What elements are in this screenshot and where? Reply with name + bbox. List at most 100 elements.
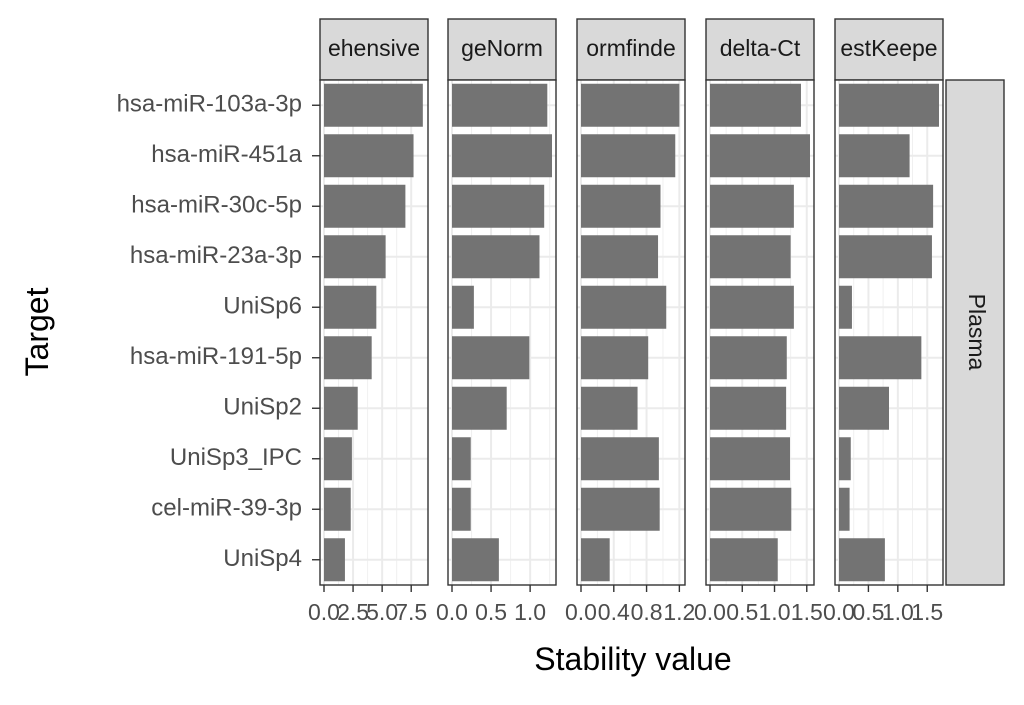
bar: [710, 386, 787, 430]
bar: [710, 437, 790, 481]
bar: [324, 487, 351, 531]
bar: [581, 285, 667, 329]
facet-strip-label: estKeepe: [840, 35, 937, 61]
bar: [324, 184, 406, 228]
y-tick-label: hsa-miR-103a-3p: [117, 91, 302, 118]
bar: [324, 386, 358, 430]
x-tick-label: 0.0: [694, 599, 726, 625]
y-tick-label: cel-miR-39-3p: [151, 495, 302, 522]
y-axis-title: Target: [19, 287, 55, 376]
bar: [581, 184, 661, 228]
y-tick-label: hsa-miR-30c-5p: [131, 192, 302, 219]
bar: [710, 336, 787, 380]
bar: [839, 83, 939, 127]
bar: [581, 336, 649, 380]
x-tick-label: 1.0: [882, 599, 914, 625]
bar: [324, 538, 345, 582]
x-tick-label: 0.0: [308, 599, 340, 625]
x-tick-label: 0.8: [631, 599, 663, 625]
bar: [839, 386, 889, 430]
x-tick-label: 1.0: [759, 599, 791, 625]
panel-border: [705, 79, 815, 586]
bar: [710, 184, 794, 228]
bar: [839, 336, 922, 380]
bar: [581, 235, 659, 279]
facet-panel: geNorm 0.0 0.5 1.0: [436, 18, 557, 625]
facet-panel: estKeepe 0.00.51.01.5: [823, 18, 944, 625]
bar: [324, 134, 414, 178]
x-tick-label: 0.4: [598, 599, 630, 625]
y-tick-label: UniSp4: [223, 545, 302, 572]
facet-panel: ormfinde 0.0 0.4 0.8 1.2: [565, 18, 695, 625]
y-tick-label: UniSp3_IPC: [170, 444, 302, 471]
bar: [710, 285, 794, 329]
bar: [452, 83, 548, 127]
bar: [581, 386, 638, 430]
bar: [324, 437, 352, 481]
facet-strip-label: ormfinde: [586, 35, 675, 61]
bar: [581, 437, 659, 481]
bar: [581, 487, 660, 531]
x-tick-label: 0.5: [475, 599, 507, 625]
bar: [839, 134, 910, 178]
panel-border: [576, 79, 686, 586]
row-strip: Plasma: [945, 79, 1005, 586]
bar: [452, 134, 552, 178]
x-axis-title: Stability value: [534, 641, 731, 677]
x-tick-label: 0.0: [823, 599, 855, 625]
bar: [452, 386, 507, 430]
x-tick-label: 0.5: [852, 599, 884, 625]
bar: [839, 235, 932, 279]
panel-border: [834, 79, 944, 586]
bar: [710, 134, 810, 178]
x-tick-label: 0.5: [726, 599, 758, 625]
bar: [452, 437, 471, 481]
bar: [581, 134, 676, 178]
panel-border: [319, 79, 429, 586]
bar: [452, 184, 545, 228]
facet-strip-label: geNorm: [461, 35, 543, 61]
facet-panel: ehensive 0.02.55.07.5: [308, 18, 429, 625]
y-tick-label: hsa-miR-451a: [151, 141, 302, 168]
bar: [710, 538, 778, 582]
x-tick-label: 7.5: [395, 599, 427, 625]
y-tick-label: UniSp2: [223, 394, 302, 421]
bar: [452, 538, 499, 582]
bar: [581, 83, 680, 127]
bar: [324, 83, 423, 127]
x-tick-label: 1.0: [514, 599, 546, 625]
y-tick-label: hsa-miR-191-5p: [130, 343, 302, 370]
bar: [452, 235, 540, 279]
bar: [324, 285, 377, 329]
bar: [452, 285, 474, 329]
bar: [452, 487, 471, 531]
bar: [710, 487, 792, 531]
row-strip-label: Plasma: [964, 294, 990, 371]
bar: [324, 336, 372, 380]
facet-panel: delta-Ct 0.0 0.5 1.0 1.5: [694, 18, 823, 625]
x-tick-label: 5.0: [366, 599, 398, 625]
bar: [581, 538, 610, 582]
facet-strip: [447, 18, 557, 81]
facet-strip: [319, 18, 429, 81]
bar: [839, 184, 934, 228]
facet-strip-label: delta-Ct: [720, 35, 801, 61]
bar: [452, 336, 530, 380]
bar: [710, 83, 801, 127]
x-tick-label: 2.5: [337, 599, 369, 625]
bar: [839, 437, 851, 481]
x-tick-label: 1.5: [791, 599, 823, 625]
y-tick-label: hsa-miR-23a-3p: [130, 242, 302, 269]
bar: [839, 538, 885, 582]
facet-strip-label: ehensive: [328, 35, 420, 61]
bar: [839, 285, 852, 329]
x-tick-label: 1.5: [911, 599, 943, 625]
x-tick-label: 0.0: [436, 599, 468, 625]
x-tick-label: 0.0: [565, 599, 597, 625]
bar: [324, 235, 386, 279]
bar: [839, 487, 850, 531]
y-tick-label: UniSp6: [223, 293, 302, 320]
x-tick-label: 1.2: [663, 599, 695, 625]
